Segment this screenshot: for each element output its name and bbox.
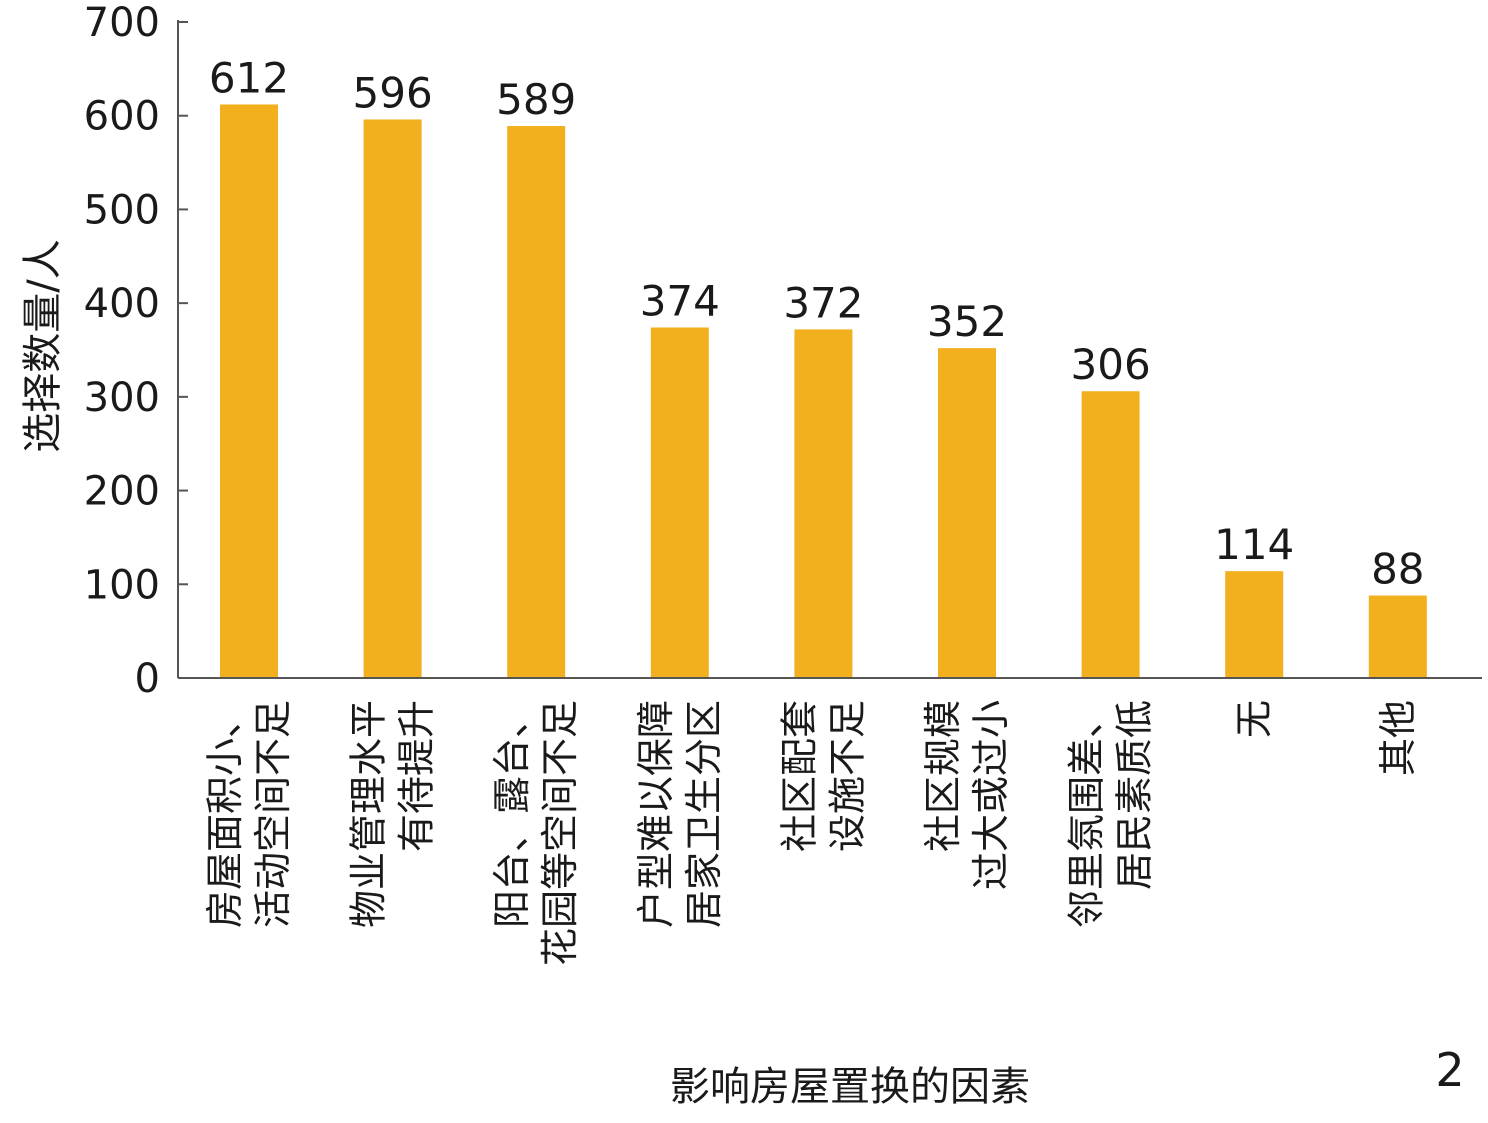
bars-group [220,104,1427,679]
category-label: 其他 [1376,700,1420,776]
category-label: 有待提升 [395,700,439,852]
bar [220,104,278,679]
y-axis-title: 选择数量/人 [20,239,66,452]
category-label: 阳台、露台、 [490,700,534,928]
category-label: 活动空间不足 [251,700,295,928]
category-label: 社区规模 [921,700,965,852]
y-tick-label: 500 [84,187,160,233]
labels-group: 0 100 200 300 400 500 600 700 612 房屋面积小、 活动空间不足 596… [84,0,1425,966]
category-label: 房屋面积小、 [203,700,247,928]
bar [1225,571,1284,678]
y-tick-label: 200 [84,469,160,515]
category-label: 无 [1232,700,1276,738]
y-tick-label: 100 [84,562,160,608]
data-label: 374 [640,277,720,326]
bar [938,348,996,678]
bar [507,126,566,679]
axes-group [177,20,1482,679]
category-label: 居民素质低 [1113,700,1157,890]
y-tick-label: 300 [84,375,160,421]
y-tick-label: 0 [135,656,160,702]
data-label: 596 [353,68,433,117]
bar [1368,595,1427,678]
data-label: 372 [783,278,863,327]
bar [363,119,422,678]
y-tick-label: 600 [84,94,160,140]
data-label: 589 [496,75,576,124]
category-label: 居家卫生分区 [682,700,726,928]
category-label: 设施不足 [825,700,869,852]
y-tick-label: 400 [84,281,160,327]
data-label: 114 [1214,520,1294,569]
data-label: 352 [927,297,1007,346]
data-label: 612 [209,53,289,102]
bar [1081,391,1140,678]
category-label: 过大或过小 [969,700,1013,890]
category-label: 花园等空间不足 [538,700,582,966]
y-tick-label: 700 [84,0,160,46]
category-label: 物业管理水平 [347,700,391,928]
data-label: 88 [1371,545,1424,594]
data-label: 306 [1071,340,1151,389]
x-axis-title: 影响房屋置换的因素 [670,1064,1030,1110]
category-label: 社区配套 [777,700,821,852]
bar [794,329,853,678]
category-label: 户型难以保障 [634,700,678,928]
bar [650,327,709,678]
panel-number: 2 [1435,1043,1464,1097]
category-label: 邻里氛围差、 [1065,700,1109,928]
